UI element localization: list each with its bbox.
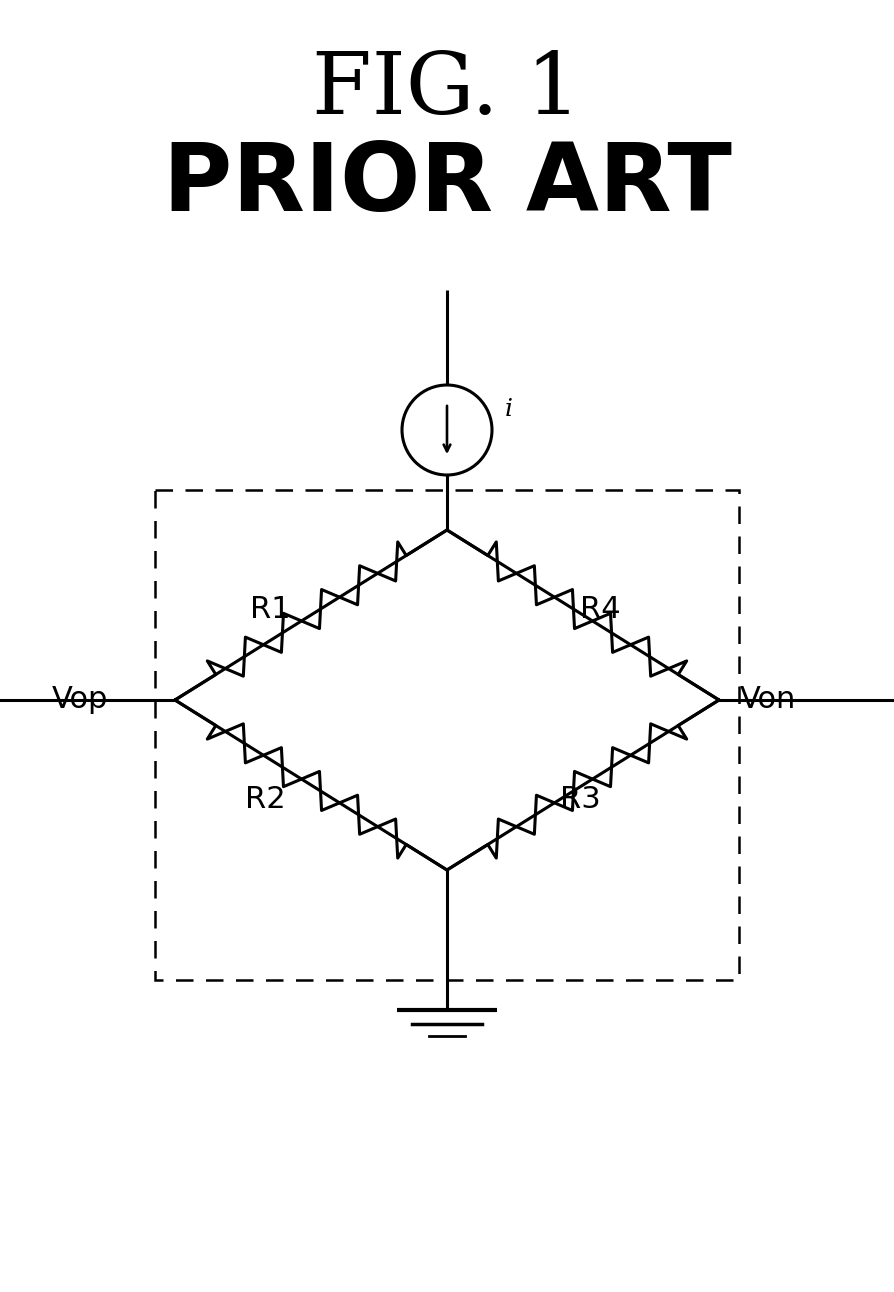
Text: i: i [505,398,513,421]
Text: Vop: Vop [52,686,108,714]
Text: R2: R2 [245,786,285,814]
Text: FIG. 1: FIG. 1 [313,48,581,132]
Text: R3: R3 [560,786,601,814]
Bar [155,490,739,981]
Text: R4: R4 [579,596,620,624]
Text: PRIOR ART: PRIOR ART [163,140,731,231]
Text: R1: R1 [249,596,291,624]
Text: Von: Von [740,686,797,714]
